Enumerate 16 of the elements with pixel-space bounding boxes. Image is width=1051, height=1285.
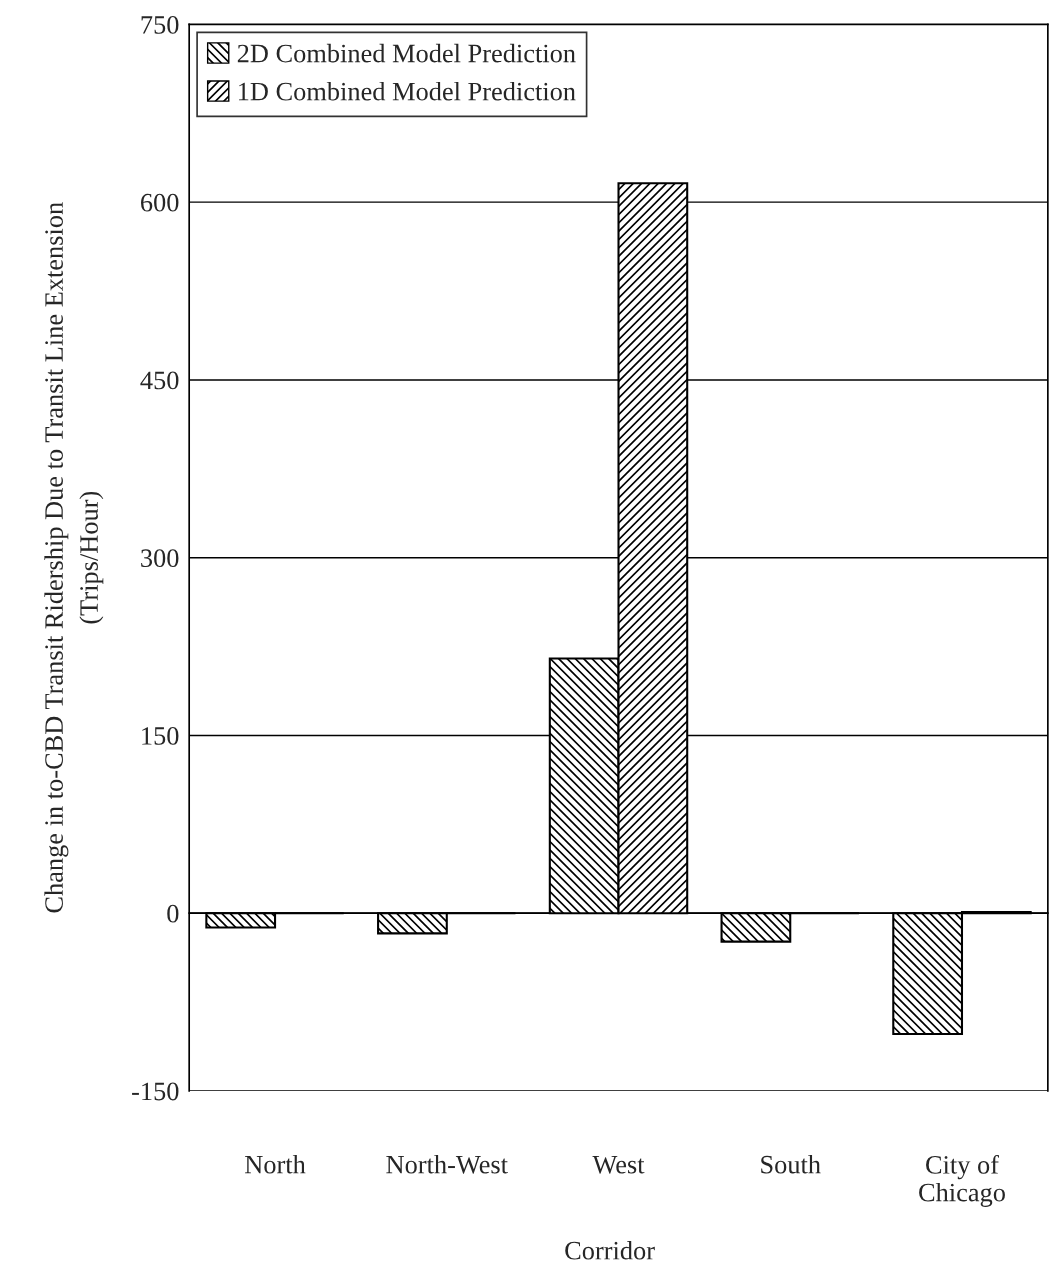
y-tick-label: 300 (141, 549, 179, 568)
legend-label: 2D Combined Model Prediction (237, 43, 576, 63)
y-tick-label: -150 (132, 1082, 179, 1101)
y-tick-label: 450 (140, 371, 179, 390)
y-tick-label: 600 (141, 193, 179, 212)
legend-label: 1D Combined Model Prediction (239, 81, 576, 101)
y-tick-label: 0 (167, 904, 179, 923)
y-tick-label: 750 (141, 16, 179, 34)
x-tick-label: South (761, 1154, 821, 1174)
y-axis-title: Change in to-CBD Transit Ridership Due to Transit Line Extension (Trips/Hour) (44, 202, 104, 913)
x-axis-title: Corridor (565, 1240, 655, 1260)
x-tick-label: West (592, 1155, 645, 1174)
x-tick-label: City of Chicago (919, 1154, 1005, 1207)
y-tick-label: 150 (142, 727, 179, 745)
x-tick-label: North (245, 1154, 306, 1174)
x-tick-label: North-West (386, 1154, 508, 1174)
